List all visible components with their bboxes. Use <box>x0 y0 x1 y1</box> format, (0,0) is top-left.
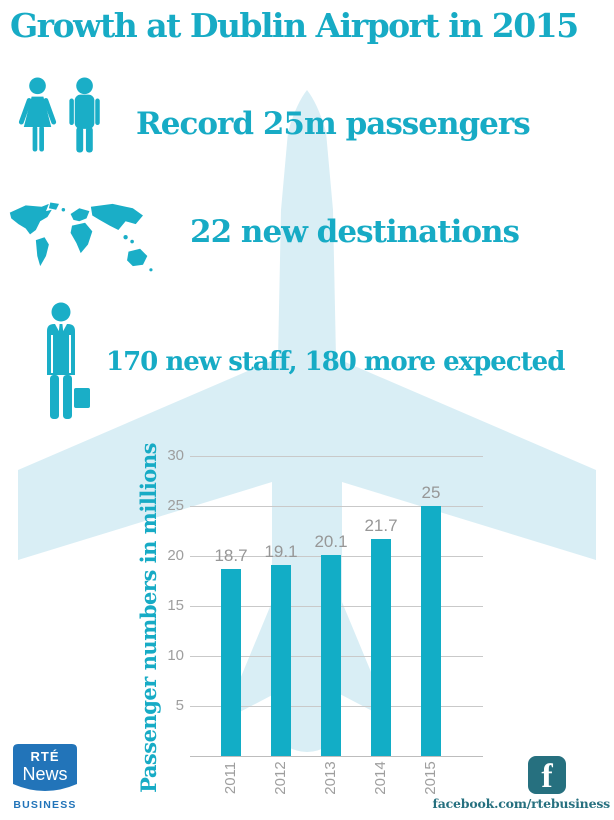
bar-2011 <box>221 569 241 756</box>
bar-2014 <box>371 539 391 756</box>
page-title: Growth at Dublin Airport in 2015 <box>10 6 579 45</box>
gridline <box>190 506 483 507</box>
businessman-icon <box>30 301 96 429</box>
rte-logo-rte: RTÉ <box>31 749 60 764</box>
rte-news-business-logo: RTÉ News BUSINESS <box>13 744 77 818</box>
bar-2013 <box>321 555 341 756</box>
stat-passengers: Record 25m passengers <box>136 106 531 142</box>
bar-value-label: 19.1 <box>264 542 298 561</box>
y-tick-label: 5 <box>175 697 184 714</box>
stat-staff: 170 new staff, 180 more expected <box>106 347 565 377</box>
x-axis-line <box>190 756 483 757</box>
bar-2012 <box>271 565 291 756</box>
world-map-icon <box>4 196 156 294</box>
couple-icon <box>14 76 112 178</box>
x-tick-label: 2014 <box>372 761 389 795</box>
bar-value-label: 18.7 <box>214 546 248 565</box>
x-tick-label: 2012 <box>272 761 289 795</box>
bar-value-label: 25 <box>421 483 441 502</box>
gridline <box>190 456 483 457</box>
bar-chart: 30 25 20 15 10 5 18.7 2011 19.1 2012 20.1 2013 21.7 2… <box>167 447 483 795</box>
bar-2015 <box>421 506 441 756</box>
bar-value-label: 21.7 <box>364 516 398 535</box>
y-tick-label: 10 <box>167 647 184 664</box>
y-tick-label: 15 <box>167 597 184 614</box>
rte-logo-business: BUSINESS <box>13 799 76 811</box>
facebook-icon[interactable]: f <box>528 756 566 794</box>
facebook-url[interactable]: facebook.com/rtebusiness <box>432 796 611 811</box>
rte-logo-news: News <box>22 764 67 784</box>
stat-destinations: 22 new destinations <box>190 214 520 250</box>
y-tick-label: 20 <box>167 547 184 564</box>
x-tick-label: 2011 <box>222 761 239 795</box>
y-tick-label: 30 <box>167 447 184 464</box>
bar-value-label: 20.1 <box>314 532 348 551</box>
y-axis-title: Passenger numbers in millions <box>136 443 161 793</box>
x-tick-label: 2013 <box>322 761 339 795</box>
y-tick-label: 25 <box>167 497 184 514</box>
